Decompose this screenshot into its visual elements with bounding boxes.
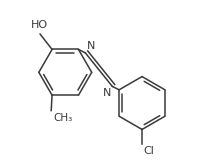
Text: N: N — [103, 88, 111, 98]
Text: HO: HO — [31, 20, 48, 30]
Text: CH₃: CH₃ — [54, 113, 73, 123]
Text: N: N — [87, 41, 95, 52]
Text: Cl: Cl — [144, 146, 155, 156]
